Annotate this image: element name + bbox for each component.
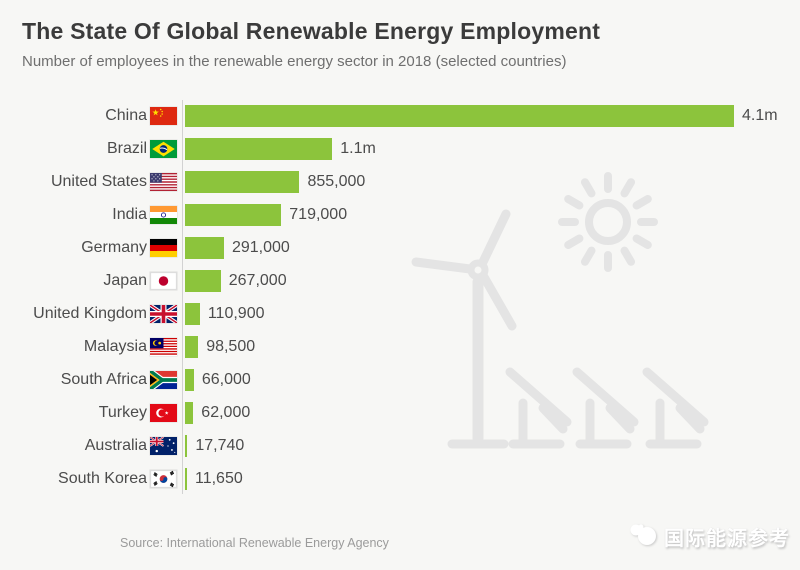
country-label: United Kingdom <box>33 304 147 322</box>
chart-row: Brazil 1.1m <box>0 132 800 165</box>
brand-watermark: 国际能源参考 <box>627 520 790 553</box>
brand-text: 国际能源参考 <box>664 528 790 550</box>
solar-panel-icons <box>505 367 709 449</box>
sun-icon <box>558 172 658 272</box>
bar-malaysia <box>185 335 199 358</box>
flag-japan-icon <box>150 271 177 290</box>
flag-brazil-icon <box>150 139 177 158</box>
value-label: 11,650 <box>195 469 243 487</box>
value-label: 1.1m <box>340 139 376 157</box>
flag-uk-icon <box>150 304 177 323</box>
chart-row: Japan 267,000 <box>0 264 800 297</box>
bar-japan <box>185 269 221 292</box>
flag-usa-icon <box>150 172 177 191</box>
value-label: 62,000 <box>201 403 251 421</box>
flag-australia-icon <box>150 436 177 455</box>
chart-row: South Africa 66,000 <box>0 363 800 396</box>
bar-turkey <box>185 401 194 424</box>
value-label: 267,000 <box>228 271 287 289</box>
value-label: 291,000 <box>231 238 290 256</box>
flag-china-icon <box>150 106 177 125</box>
value-label: 110,900 <box>207 304 265 322</box>
bar-australia <box>185 434 188 457</box>
flag-germany-icon <box>150 238 177 257</box>
chart-row: United Kingdom 110,900 <box>0 297 800 330</box>
country-label: Malaysia <box>83 337 147 355</box>
wind-turbine-icon <box>411 209 517 449</box>
value-label: 66,000 <box>201 370 251 388</box>
panda-logo-icon <box>627 520 659 553</box>
bar-usa <box>185 170 300 193</box>
country-label: China <box>105 106 147 124</box>
page-title: The State Of Global Renewable Energy Emp… <box>22 18 601 44</box>
country-label: Turkey <box>98 403 147 421</box>
bar-india <box>185 203 282 226</box>
country-label: Germany <box>81 238 147 256</box>
chart-row: Australia 17,740 <box>0 429 800 462</box>
page-subtitle: Number of employees in the renewable ene… <box>22 53 567 70</box>
flag-south-africa-icon <box>150 370 177 389</box>
bar-south-africa <box>185 368 194 391</box>
country-label: India <box>112 205 147 223</box>
value-label: 98,500 <box>206 337 256 355</box>
bar-uk <box>185 302 200 325</box>
value-label: 17,740 <box>195 436 245 454</box>
flag-south-korea-icon <box>150 469 177 488</box>
axis-line <box>182 100 183 494</box>
bar-chart: China 4.1m Brazil 1.1m United States 855… <box>0 99 800 495</box>
chart-row: Malaysia 98,500 <box>0 330 800 363</box>
bar-china <box>185 104 734 127</box>
country-label: United States <box>50 172 147 190</box>
chart-row: India 719,000 <box>0 198 800 231</box>
chart-row: South Korea 11,650 <box>0 462 800 495</box>
flag-india-icon <box>150 205 177 224</box>
country-label: South Korea <box>58 469 147 487</box>
value-label: 719,000 <box>289 205 348 223</box>
chart-row: China 4.1m <box>0 99 800 132</box>
renewable-energy-illustration <box>411 172 709 449</box>
country-label: South Africa <box>60 370 147 388</box>
value-label: 855,000 <box>307 172 366 190</box>
bar-germany <box>185 236 224 259</box>
chart-row: Turkey 62,000 <box>0 396 800 429</box>
country-label: Australia <box>84 436 147 454</box>
bar-south-korea <box>185 467 187 490</box>
value-label: 4.1m <box>742 106 778 124</box>
chart-row: Germany 291,000 <box>0 231 800 264</box>
flag-malaysia-icon <box>150 337 177 356</box>
flag-turkey-icon <box>150 403 177 422</box>
country-label: Japan <box>103 271 147 289</box>
source-note: Source: International Renewable Energy A… <box>120 536 389 550</box>
chart-rows: China 4.1m Brazil 1.1m United States 855… <box>0 99 800 495</box>
chart-row: United States 855,000 <box>0 165 800 198</box>
bar-brazil <box>185 137 333 160</box>
country-label: Brazil <box>106 139 147 157</box>
